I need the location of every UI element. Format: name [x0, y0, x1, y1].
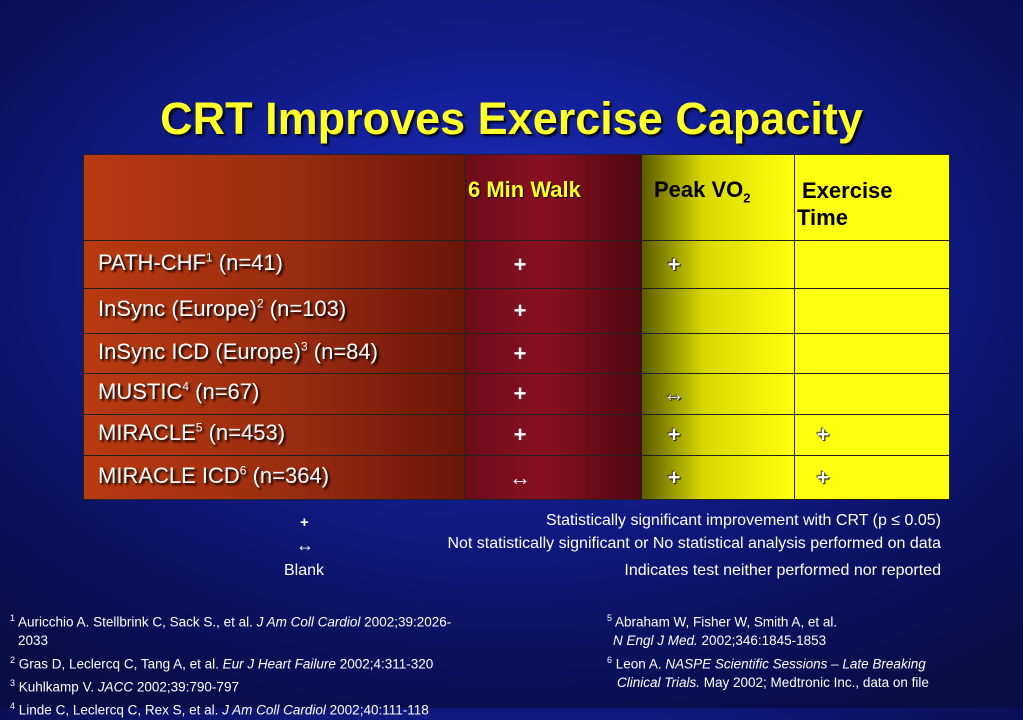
result-symbol-walk: +: [513, 298, 527, 323]
legend-text-blank: Indicates test neither performed nor rep…: [624, 562, 941, 579]
reference-5-cont: N Engl J Med. 2002;346:1845-1853: [613, 633, 827, 648]
study-name: PATH-CHF: [98, 249, 206, 275]
legend-symbol-plus: +: [300, 514, 309, 531]
table-cell-study: MUSTIC4 (n=67): [83, 373, 466, 415]
reference-number: 2: [256, 296, 264, 311]
table-cell-vo2: +: [641, 240, 795, 289]
study-label: PATH-CHF1 (n=41): [98, 250, 283, 276]
result-symbol-walk: +: [513, 251, 527, 277]
header-exercise-time: Exercise Time: [797, 177, 893, 231]
study-name: MIRACLE: [98, 420, 196, 445]
header-exercise-cell: Exercise Time: [794, 154, 950, 241]
reference-5: 5 Abraham W, Fisher W, Smith A, et al.: [607, 613, 838, 630]
header-exercise-line1: Exercise: [802, 178, 893, 203]
reference-6-cont: Clinical Trials. May 2002; Medtronic Inc…: [617, 674, 929, 690]
table-cell-vo2: [641, 288, 795, 334]
table-cell-vo2: ↔: [641, 373, 795, 415]
table-cell-walk: +: [465, 333, 642, 374]
table-cell-exercise: +: [794, 414, 950, 456]
reference-1: 1 Auricchio A. Stellbrink C, Sack S., et…: [10, 613, 452, 630]
slide-title: CRT Improves Exercise Capacity: [160, 93, 863, 144]
table-cell-walk: +: [465, 414, 642, 456]
table-cell-vo2: +: [641, 455, 795, 500]
sample-size: (n=453): [202, 420, 286, 445]
table-cell-walk: +: [465, 288, 642, 334]
result-symbol-walk: +: [513, 381, 527, 406]
reference-1-cont: 2033: [18, 633, 49, 648]
table-cell-study: InSync ICD (Europe)3 (n=84): [83, 333, 466, 374]
study-label: InSync ICD (Europe)3 (n=84): [98, 339, 378, 365]
study-label: MIRACLE5 (n=453): [98, 420, 285, 446]
sample-size: (n=84): [307, 338, 378, 364]
study-name: MUSTIC: [98, 379, 183, 404]
study-label: MUSTIC4 (n=67): [98, 379, 259, 405]
result-symbol-exercise: +: [816, 464, 830, 490]
result-symbol-vo2: +: [667, 422, 681, 447]
table-cell-study: InSync (Europe)2 (n=103): [83, 288, 466, 334]
table-cell-exercise: [794, 333, 950, 374]
legend-text-plus: Statistically significant improvement wi…: [546, 512, 941, 529]
table-cell-exercise: [794, 288, 950, 334]
references-right: 5 Abraham W, Fisher W, Smith A, et al. N…: [607, 609, 929, 692]
reference-number: 5: [195, 420, 203, 435]
header-study-cell: [83, 154, 466, 241]
sample-size: (n=364): [246, 462, 330, 488]
header-exercise-line2: Time: [797, 205, 848, 230]
result-symbol-vo2: +: [667, 251, 681, 277]
table-cell-exercise: +: [794, 455, 950, 500]
study-name: InSync (Europe): [98, 296, 257, 321]
legend-symbol-arrow: ↔: [296, 535, 314, 555]
table-cell-walk: +: [465, 373, 642, 415]
study-name: InSync ICD (Europe): [98, 338, 301, 364]
result-symbol-vo2: +: [667, 464, 681, 490]
reference-number: 1: [205, 250, 213, 265]
header-peak-vo2-subscript: 2: [743, 190, 751, 206]
header-6-min-walk: 6 Min Walk: [468, 177, 581, 202]
study-label: MIRACLE ICD6 (n=364): [98, 463, 329, 489]
result-symbol-vo2: ↔: [663, 381, 685, 406]
sample-size: (n=41): [212, 249, 283, 275]
reference-number: 3: [300, 339, 308, 354]
table-cell-study: MIRACLE5 (n=453): [83, 414, 466, 456]
study-label: InSync (Europe)2 (n=103): [98, 296, 346, 322]
reference-number: 6: [239, 463, 247, 478]
results-table: 6 Min Walk Peak VO2 Exercise Time PATH-C…: [83, 154, 950, 500]
reference-2: 2 Gras D, Leclercq C, Tang A, et al. Eur…: [10, 654, 434, 672]
result-symbol-walk: +: [513, 340, 527, 366]
table-cell-exercise: [794, 373, 950, 415]
result-symbol-walk: +: [513, 422, 527, 447]
sample-size: (n=103): [263, 296, 347, 321]
header-peak-vo2-label: Peak VO: [654, 177, 744, 202]
reference-4: 4 Linde C, Leclercq C, Rex S, et al. J A…: [10, 700, 429, 718]
table-cell-vo2: +: [641, 414, 795, 456]
header-vo2-cell: Peak VO2: [641, 154, 795, 241]
sample-size: (n=67): [189, 379, 260, 404]
table-cell-study: PATH-CHF1 (n=41): [83, 240, 466, 289]
table-cell-walk: ↔: [465, 455, 642, 500]
result-symbol-exercise: +: [816, 422, 830, 447]
table-cell-exercise: [794, 240, 950, 289]
table-cell-walk: +: [465, 240, 642, 289]
study-name: MIRACLE ICD: [98, 462, 240, 488]
reference-6: 6 Leon A. NASPE Scientific Sessions – La…: [607, 654, 926, 672]
legend-text-arrow: Not statistically significant or No stat…: [447, 535, 941, 552]
result-symbol-walk: ↔: [509, 464, 531, 490]
table-cell-vo2: [641, 333, 795, 374]
table-cell-study: MIRACLE ICD6 (n=364): [83, 455, 466, 500]
references-left: 1 Auricchio A. Stellbrink C, Sack S., et…: [10, 609, 451, 720]
reference-number: 4: [182, 379, 190, 394]
header-walk-cell: 6 Min Walk: [465, 154, 642, 241]
reference-3: 3 Kuhlkamp V. JACC 2002;39:790-797: [10, 677, 239, 695]
legend-symbol-blank: Blank: [284, 562, 325, 579]
header-peak-vo2: Peak VO2: [654, 177, 751, 205]
